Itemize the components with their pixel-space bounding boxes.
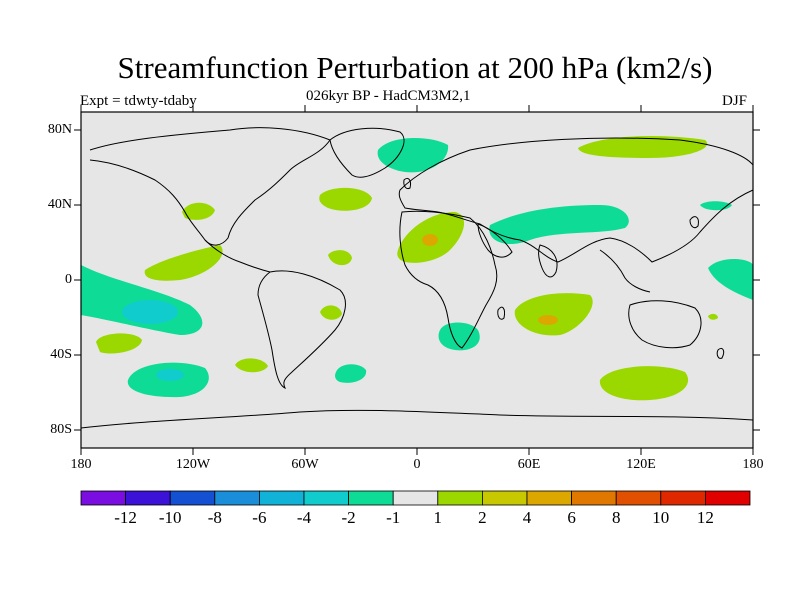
neg-patch-atlantic-south bbox=[335, 364, 367, 383]
colorbar-swatch bbox=[481, 490, 528, 506]
colorbar-swatch bbox=[526, 490, 572, 506]
lat-label-40n: 40N bbox=[47, 197, 72, 212]
coast-africa bbox=[399, 210, 498, 349]
neg-patch-west-pacific bbox=[708, 259, 753, 300]
pos-patch-south-indian bbox=[599, 366, 689, 401]
experiment-label: Expt = tdwty-tdaby bbox=[80, 93, 197, 109]
colorbar-label: -12 bbox=[114, 508, 137, 527]
pos-core-africa bbox=[422, 234, 438, 246]
lon-label-60e: 60E bbox=[517, 457, 541, 472]
pos-patch-south-pacific-west bbox=[96, 333, 142, 354]
neg-patch-greenland bbox=[377, 138, 449, 173]
neg-patch-mideast-asia bbox=[489, 205, 629, 245]
plot-subtitle: 026kyr BP - HadCM3M2,1 bbox=[306, 88, 471, 104]
colorbar-label: -8 bbox=[207, 508, 222, 527]
anomaly-patches bbox=[81, 136, 753, 401]
lon-label-0: 0 bbox=[413, 457, 421, 472]
lat-label-0: 0 bbox=[65, 272, 72, 287]
colorbar-swatch bbox=[705, 490, 751, 506]
colorbar-swatch bbox=[214, 490, 260, 506]
season-label: DJF bbox=[722, 93, 748, 109]
neg-patch-south-america bbox=[328, 250, 352, 266]
pos-core-indian bbox=[538, 315, 558, 325]
lat-label-40s: 40S bbox=[50, 347, 72, 362]
pos-patch-north-america bbox=[182, 202, 215, 220]
coast-greenland bbox=[329, 127, 405, 178]
coast-madagascar bbox=[497, 306, 505, 320]
coast-antarctica bbox=[80, 409, 754, 429]
coast-north-america bbox=[89, 127, 331, 246]
colorbar-swatch bbox=[392, 490, 439, 506]
pos-patch-brazil-coast bbox=[320, 305, 342, 320]
neg-patch-south-africa bbox=[438, 322, 480, 351]
colorbar-label: -4 bbox=[296, 508, 312, 527]
colorbar-label: 2 bbox=[478, 508, 487, 527]
colorbar-swatch bbox=[80, 490, 126, 506]
colorbar-label: 4 bbox=[522, 508, 532, 527]
colorbar bbox=[80, 490, 751, 506]
neg-core-south-pacific bbox=[156, 369, 184, 381]
coast-new-zealand bbox=[716, 347, 725, 359]
colorbar-swatch bbox=[571, 490, 617, 506]
colorbar-label: 8 bbox=[611, 508, 621, 527]
coast-south-america bbox=[257, 270, 346, 389]
colorbar-swatch bbox=[437, 490, 483, 506]
colorbar-label: 12 bbox=[696, 508, 714, 527]
colorbar-swatch bbox=[615, 490, 662, 506]
lon-label-60w: 60W bbox=[291, 457, 319, 472]
colorbar-swatch bbox=[169, 490, 216, 506]
lon-label-120e: 120E bbox=[626, 457, 656, 472]
neg-core-pacific bbox=[122, 300, 178, 324]
coast-japan bbox=[689, 216, 699, 229]
lon-label-180e: 180 bbox=[742, 457, 764, 472]
lon-label-180w: 180 bbox=[70, 457, 92, 472]
colorbar-label: -2 bbox=[341, 508, 356, 527]
coast-uk bbox=[403, 177, 411, 189]
colorbar-label: 6 bbox=[567, 508, 576, 527]
colorbar-swatch bbox=[303, 490, 349, 506]
coast-india bbox=[538, 244, 558, 278]
colorbar-swatch bbox=[125, 490, 171, 506]
coast-arabia bbox=[477, 223, 513, 258]
lat-ticks bbox=[74, 129, 760, 431]
plot-title: Streamfunction Perturbation at 200 hPa (… bbox=[117, 50, 713, 85]
lon-label-120w: 120W bbox=[175, 457, 211, 472]
colorbar-swatch bbox=[660, 490, 706, 506]
colorbar-label: -6 bbox=[252, 508, 267, 527]
colorbar-label: 10 bbox=[652, 508, 670, 527]
colorbar-label: -10 bbox=[158, 508, 182, 527]
coast-southeast-asia bbox=[599, 249, 651, 293]
colorbar-label: -1 bbox=[386, 508, 401, 527]
colorbar-label: 1 bbox=[433, 508, 443, 527]
pos-patch-north-atlantic bbox=[319, 187, 372, 211]
pos-patch-arctic bbox=[578, 136, 708, 158]
coastlines bbox=[80, 127, 754, 429]
pos-patch-australia-east bbox=[708, 313, 718, 320]
pos-patch-indian-ocean bbox=[514, 293, 593, 336]
lat-label-80n: 80N bbox=[47, 122, 72, 137]
colorbar-swatch bbox=[258, 490, 305, 506]
coast-australia bbox=[628, 300, 702, 349]
pos-patch-east-pacific bbox=[144, 245, 223, 281]
lon-ticks bbox=[80, 105, 754, 455]
pos-patch-south-atlantic bbox=[235, 358, 268, 373]
colorbar-swatch bbox=[348, 490, 394, 506]
coast-central-america bbox=[204, 239, 271, 273]
lat-label-80s: 80S bbox=[50, 422, 72, 437]
